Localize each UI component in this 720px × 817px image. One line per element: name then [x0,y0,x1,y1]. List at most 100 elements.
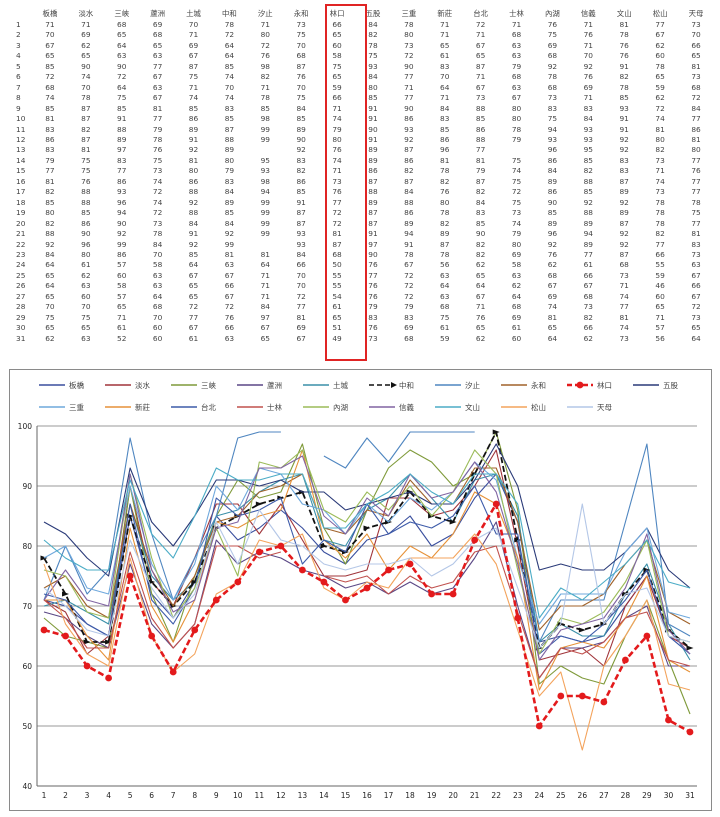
table-cell: 92 [583,61,593,71]
table-day-cell: 21 [16,229,26,239]
table-cell [499,145,535,155]
table-cell: 63 [440,270,450,280]
x-tick-label: 9 [214,791,219,800]
table-cell: 61 [81,260,91,270]
table-row: 27 65 60 57 64 65 67 71 72 54 76 72 63 67 64 69 68 74 60 67 [14,292,714,302]
table-cell: 70 [691,30,701,40]
table-cell: 85 [260,103,270,113]
table-row: 21 88 90 92 78 91 92 99 93 81 91 94 89 90 79 96 94 92 82 81 [14,229,714,239]
table-header-cell: 士林 [509,8,524,18]
table-cell: 82 [440,176,450,186]
table-cell: 91 [117,114,127,124]
table-cell: 69 [188,40,199,50]
table-cell: 68 [547,82,558,92]
table-cell: 84 [547,166,558,176]
table-cell: 76 [583,72,593,82]
legend-marker [391,382,397,388]
table-cell: 94 [404,229,414,239]
table-cell: 82 [475,239,486,249]
table-row: 15 77 75 77 73 80 79 93 82 71 86 82 78 79 74 84 82 83 71 76 [14,166,714,176]
table-header-cell: 土城 [186,8,201,18]
y-tick-label: 50 [22,722,32,731]
x-tick-label: 22 [491,791,501,800]
table-cell: 85 [547,208,558,218]
table-cell: 99 [117,239,127,249]
table-row: 14 79 75 83 75 81 80 95 83 74 89 86 81 81 75 86 85 83 73 77 [14,156,714,166]
series-line [323,431,475,469]
table-cell: 71 [655,166,665,176]
table-cell: 65 [475,51,486,61]
x-tick-label: 3 [85,791,90,800]
table-cell: 67 [296,333,306,343]
y-tick-label: 40 [22,782,32,791]
table-cell: 79 [511,229,522,239]
table-cell: 74 [655,114,665,124]
data-point [83,639,91,645]
table-cell: 78 [152,134,163,144]
table-cell: 70 [296,281,306,291]
table-cell: 78 [655,218,665,228]
table-cell: 75 [547,30,558,40]
table-cell: 77 [368,270,378,280]
table-cell: 99 [224,239,235,249]
table-cell: 66 [224,323,235,333]
table-cell: 87 [368,176,378,186]
table-cell: 73 [511,208,522,218]
series-line [43,431,691,715]
table-cell: 59 [655,82,665,92]
table-cell: 74 [81,72,91,82]
table-cell: 69 [583,82,593,92]
table-cell: 77 [45,166,55,176]
table-cell: 83 [117,155,127,165]
table-cell: 93 [368,61,378,71]
x-tick-label: 19 [427,791,437,800]
table-cell: 72 [655,103,665,113]
x-tick-label: 10 [233,791,243,800]
table-cell: 76 [260,51,270,61]
table-cell: 78 [511,124,522,134]
table-cell: 64 [511,291,522,301]
data-point [492,500,500,508]
data-point [449,519,457,525]
legend-label: 天母 [597,403,612,412]
table-cell: 72 [691,302,701,312]
table-cell: 76 [619,40,629,50]
table-cell: 93 [260,166,270,176]
table-cell: 78 [655,197,665,207]
table-cell: 73 [655,187,665,197]
table-cell: 70 [583,51,593,61]
table-cell: 85 [583,187,593,197]
table-header-cell: 新莊 [437,8,453,18]
table-cell: 66 [655,249,665,259]
table-day-cell: 12 [16,134,26,144]
table-cell: 74 [332,155,342,165]
table-cell: 84 [188,218,199,228]
table-cell: 81 [547,312,558,322]
data-point [622,656,629,664]
table-cell: 71 [404,82,414,92]
data-point [126,572,134,580]
data-point [320,578,328,586]
table-cell: 69 [81,30,91,40]
x-tick-label: 16 [362,791,372,800]
table-cell: 62 [583,333,593,343]
table-day-cell: 10 [16,114,26,124]
table-cell: 84 [440,103,450,113]
table-cell: 90 [475,229,486,239]
table-cell: 97 [117,145,127,155]
table-cell: 89 [547,176,558,186]
table-cell: 63 [117,51,127,61]
table-cell: 88 [188,187,199,197]
table-cell: 72 [152,187,163,197]
data-point [514,614,522,622]
table-cell: 79 [475,166,486,176]
table-cell: 76 [224,312,235,322]
table-cell: 76 [81,176,91,186]
table-cell: 71 [260,270,270,280]
table-cell: 71 [475,30,486,40]
data-point [406,560,414,568]
table-cell: 91 [619,124,629,134]
x-tick-label: 31 [685,791,695,800]
table-cell: 71 [475,302,486,312]
table-cell: 96 [117,197,127,207]
